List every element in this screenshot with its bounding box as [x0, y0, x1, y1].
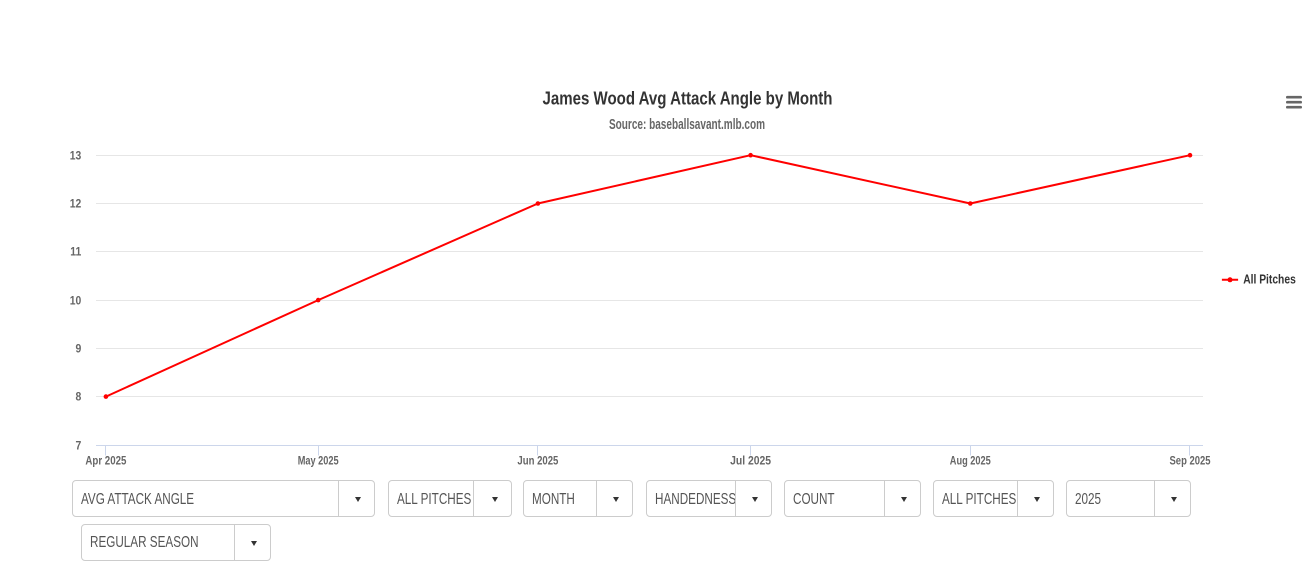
svg-text:13: 13: [70, 149, 82, 163]
svg-text:12: 12: [70, 197, 82, 211]
svg-text:Source: baseballsavant.mlb.com: Source: baseballsavant.mlb.com: [609, 116, 765, 133]
svg-text:9: 9: [76, 342, 82, 356]
svg-text:10: 10: [70, 294, 82, 308]
svg-text:Jun 2025: Jun 2025: [517, 455, 558, 467]
svg-text:Apr 2025: Apr 2025: [85, 455, 127, 467]
svg-text:All Pitches: All Pitches: [1243, 272, 1296, 287]
svg-text:11: 11: [70, 245, 81, 259]
svg-text:James Wood Avg Attack Angle by: James Wood Avg Attack Angle by Month: [543, 88, 833, 108]
svg-text:Jul 2025: Jul 2025: [730, 455, 772, 467]
svg-text:7: 7: [76, 439, 82, 453]
svg-text:Sep 2025: Sep 2025: [1170, 455, 1211, 467]
svg-text:8: 8: [76, 390, 82, 404]
svg-text:May 2025: May 2025: [298, 455, 339, 467]
svg-text:Aug 2025: Aug 2025: [950, 455, 991, 467]
